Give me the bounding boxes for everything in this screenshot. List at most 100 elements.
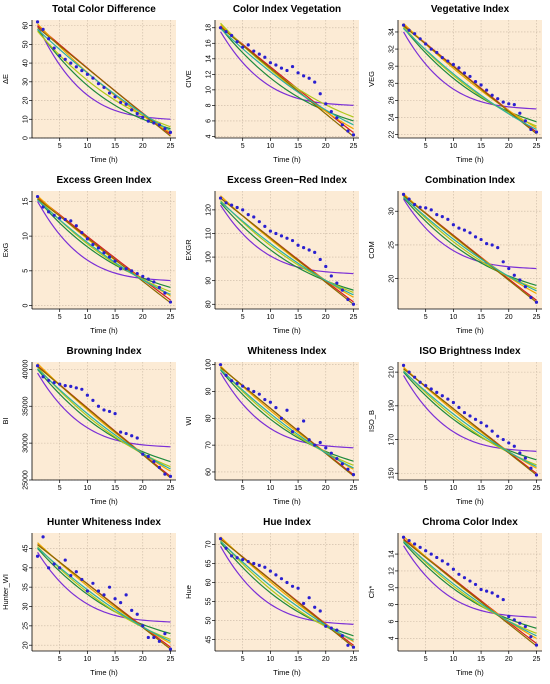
chart-title: Combination Index	[425, 175, 515, 186]
y-tick-label: 8	[206, 103, 213, 107]
data-point	[413, 542, 417, 546]
y-tick-label: 50	[206, 617, 213, 625]
x-axis-label: Time (h)	[456, 668, 484, 677]
y-tick-label: 90	[206, 388, 213, 396]
y-tick-label: 110	[206, 228, 213, 239]
data-point	[446, 562, 450, 566]
model-curve	[37, 198, 171, 304]
data-point	[235, 40, 239, 44]
data-point	[335, 628, 339, 632]
data-point	[446, 59, 450, 63]
y-tick-label: 28	[389, 79, 396, 87]
data-point	[507, 266, 511, 271]
data-point	[252, 215, 256, 219]
y-tick-label: 190	[389, 400, 396, 412]
data-point	[52, 381, 56, 385]
y-tick-label: 100	[206, 251, 213, 263]
data-point	[168, 130, 173, 134]
chart-panel: Color Index Vegetation 5 10 15 20 25 4 6 8 10 12 14…	[183, 0, 366, 171]
chart-svg: Browning Index 5 10 15 20 25 25000 30000 35000 40…	[1, 346, 176, 506]
data-point	[468, 231, 472, 235]
model-curve	[220, 546, 354, 625]
chart-title: Hue Index	[263, 517, 311, 528]
model-curve	[403, 28, 537, 130]
data-point	[340, 123, 344, 127]
x-tick-label: 20	[139, 656, 147, 663]
chart-title: Color Index Vegetation	[233, 4, 341, 15]
x-tick-label: 10	[266, 314, 274, 321]
x-tick-label: 10	[266, 656, 274, 663]
data-point	[507, 441, 511, 445]
data-point	[168, 474, 173, 478]
data-point	[307, 248, 311, 252]
data-point	[462, 228, 467, 232]
data-point	[313, 80, 317, 84]
y-tick-label: 32	[389, 45, 396, 53]
data-point	[157, 465, 161, 470]
data-point	[263, 397, 267, 402]
chart-title: Excess Green−Red Index	[227, 175, 347, 186]
data-point	[58, 53, 62, 58]
data-point	[485, 424, 489, 428]
model-curve	[37, 368, 171, 463]
data-point	[318, 92, 322, 96]
model-curve	[220, 204, 354, 275]
y-axis-label: BI	[1, 417, 10, 424]
model-curve	[403, 371, 537, 461]
data-point	[257, 392, 261, 396]
data-point	[146, 454, 150, 458]
model-curve	[37, 552, 171, 623]
data-point	[501, 437, 505, 442]
y-tick-label: 25	[23, 622, 30, 630]
data-point	[346, 467, 350, 471]
data-point	[246, 559, 250, 564]
model-curve	[37, 199, 171, 295]
data-point	[268, 400, 272, 404]
x-tick-label: 10	[266, 485, 274, 492]
x-axis-label: Time (h)	[273, 326, 301, 335]
y-tick-label: 60	[206, 468, 213, 476]
data-point	[241, 384, 245, 388]
x-tick-label: 5	[58, 143, 62, 150]
data-point	[246, 43, 250, 47]
data-point	[141, 274, 145, 278]
data-point	[490, 429, 494, 433]
y-tick-label: 50	[23, 40, 30, 48]
data-point	[435, 555, 439, 560]
y-axis-label: VEG	[367, 71, 376, 87]
y-tick-label: 90	[206, 277, 213, 285]
data-point	[235, 556, 239, 560]
data-point	[35, 194, 40, 199]
data-point	[435, 213, 439, 217]
data-point	[290, 584, 295, 588]
chart-panel: ISO Brightness Index 5 10 15 20 25 150 170 190 21…	[366, 342, 549, 513]
data-point	[91, 76, 95, 80]
x-tick-label: 10	[449, 314, 457, 321]
y-tick-label: 70	[206, 441, 213, 449]
x-tick-label: 25	[533, 656, 541, 663]
y-axis-label: EXGR	[184, 239, 193, 261]
data-point	[457, 226, 461, 230]
data-point	[512, 273, 516, 277]
chart-panel: Hue Index 5 10 15 20 25 45 50 55 60 65 70 Time (h) Hu…	[183, 513, 366, 684]
model-curve	[403, 540, 537, 637]
data-point	[407, 197, 411, 201]
data-point	[241, 558, 245, 562]
data-point	[523, 285, 527, 289]
data-point	[91, 581, 95, 585]
data-point	[290, 430, 295, 434]
y-tick-label: 4	[206, 134, 213, 138]
data-point	[130, 269, 134, 273]
data-point	[47, 210, 51, 214]
data-point	[324, 624, 328, 628]
chart-panel: Whiteness Index 5 10 15 20 25 60 70 80 90 100 Time …	[183, 342, 366, 513]
y-tick-label: 14	[206, 55, 213, 63]
data-point	[490, 93, 494, 97]
y-axis-label: Ch*	[367, 586, 376, 599]
data-point	[230, 33, 234, 38]
data-point	[462, 410, 467, 415]
data-point	[235, 205, 239, 210]
data-point	[63, 57, 67, 61]
data-point	[124, 267, 128, 271]
